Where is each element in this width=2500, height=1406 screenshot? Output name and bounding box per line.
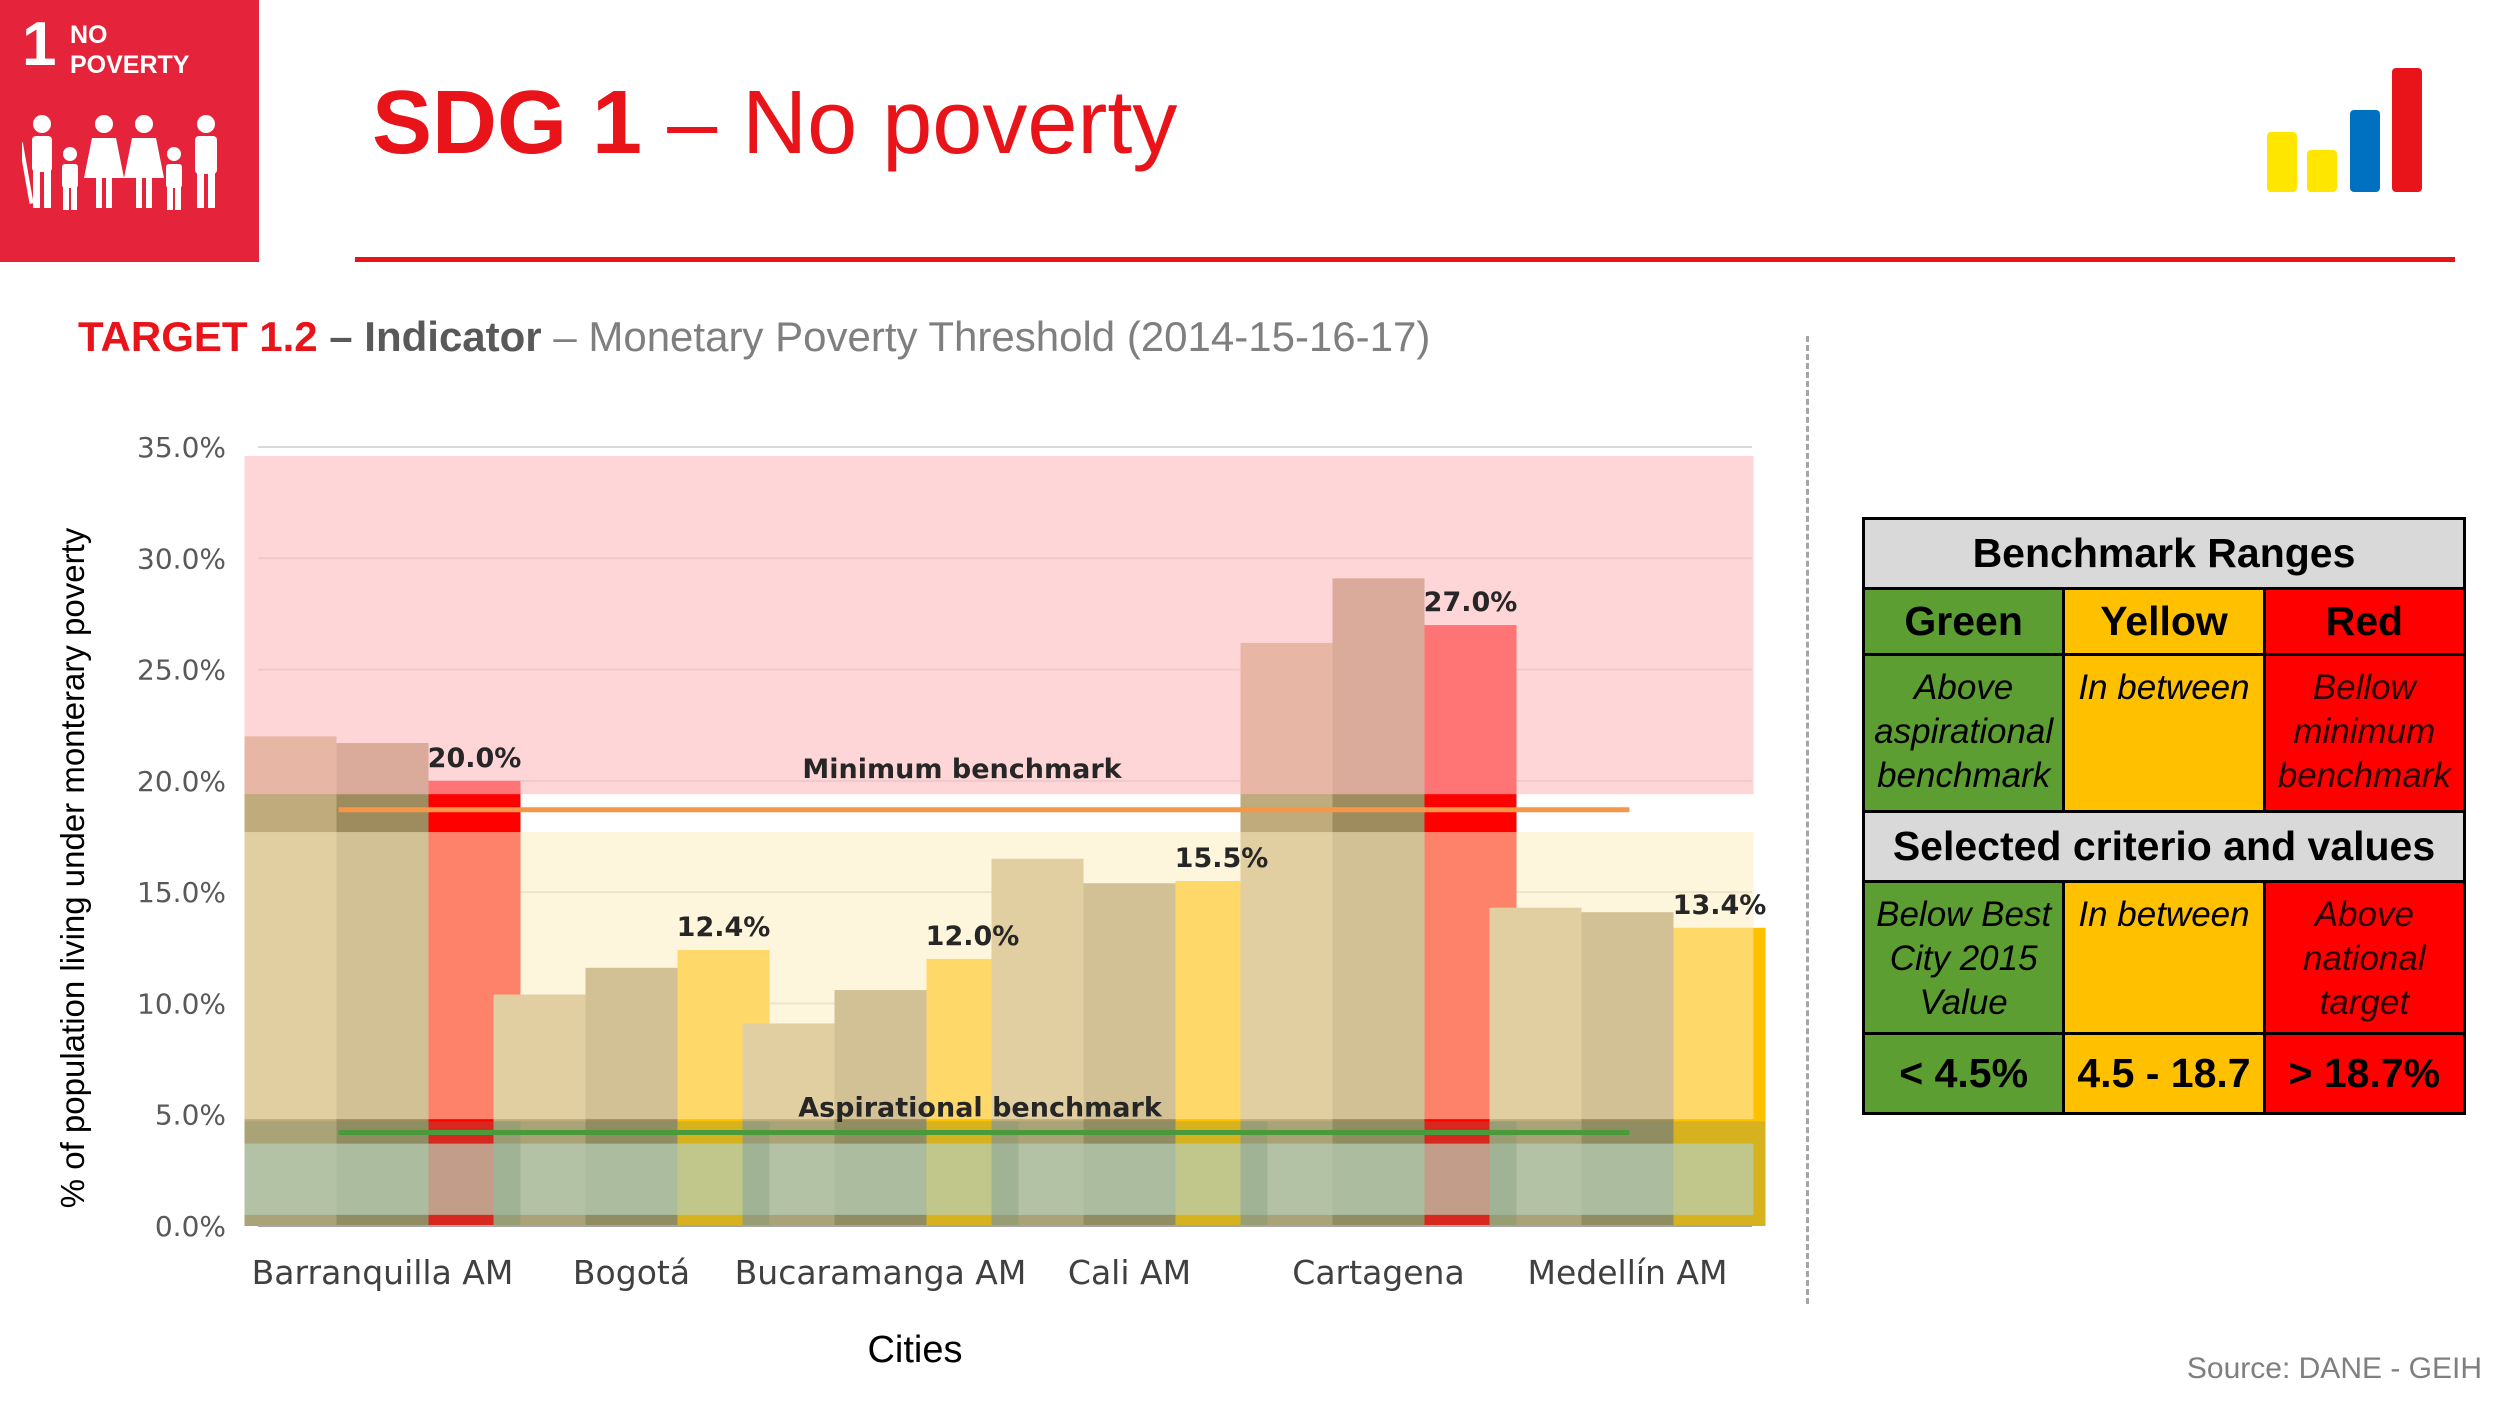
- bar-overlay: [244, 1121, 337, 1226]
- category-label: Barranquilla AM: [252, 1253, 514, 1292]
- bar-overlay: [677, 1121, 770, 1226]
- y-tick-label: 0.0%: [155, 1210, 226, 1243]
- y-tick-label: 25.0%: [137, 654, 226, 687]
- category-label: Cali AM: [1068, 1253, 1191, 1292]
- benchmark-band: [244, 832, 1754, 1120]
- source-note: Source: DANE - GEIH: [2186, 1352, 2482, 1385]
- data-label: 12.0%: [926, 921, 1020, 952]
- bar-overlay: [336, 1121, 429, 1226]
- data-label: 27.0%: [1424, 587, 1518, 618]
- benchmark-band: [244, 1143, 1754, 1215]
- column-yellow: Yellow: [2062, 587, 2266, 657]
- data-label: 12.4%: [677, 912, 771, 943]
- bar-overlay: [991, 1121, 1084, 1226]
- bar-overlay: [926, 1121, 1019, 1226]
- sdg-goal-number: 1: [22, 10, 57, 79]
- reference-line-label: Aspirational benchmark: [798, 1093, 1163, 1124]
- data-label: 15.5%: [1175, 843, 1269, 874]
- page-title: SDG 1 – No poverty: [372, 78, 1177, 168]
- value-red: > 18.7%: [2262, 1031, 2467, 1116]
- sdg-goal-name-line2: POVERTY: [70, 51, 190, 79]
- column-green: Green: [1861, 587, 2066, 657]
- subtitle-indicator: – Indicator: [317, 313, 542, 360]
- y-tick-label: 10.0%: [137, 987, 226, 1020]
- data-label: 13.4%: [1673, 890, 1767, 921]
- range-red: Bellow minimum benchmark: [2262, 653, 2467, 814]
- page-title-bold: SDG 1: [372, 73, 643, 173]
- bar-overlay: [1424, 1121, 1517, 1226]
- y-tick-label: 35.0%: [137, 431, 226, 464]
- indicator-subtitle: TARGET 1.2 – Indicator – Monetary Povert…: [78, 316, 1430, 358]
- x-axis-title: Cities: [867, 1329, 962, 1371]
- y-tick-label: 30.0%: [137, 542, 226, 575]
- sdg-goal-name: NO POVERTY: [70, 20, 230, 80]
- bar-overlay: [1175, 1121, 1268, 1226]
- bar-chart-logo-icon: [2267, 68, 2422, 192]
- bar-overlay: [1332, 1121, 1425, 1226]
- reference-line-label: Minimum benchmark: [802, 754, 1122, 785]
- category-label: Bogotá: [573, 1253, 690, 1292]
- range-yellow: In between: [2062, 653, 2266, 814]
- criteria-title: Selected criterio and values: [1862, 810, 2466, 884]
- column-red: Red: [2262, 587, 2467, 657]
- bar-overlay: [834, 1121, 927, 1226]
- bar-overlay: [742, 1121, 835, 1226]
- page-title-rest: – No poverty: [642, 73, 1178, 173]
- family-icon: [22, 115, 217, 210]
- subtitle-target: TARGET 1.2: [78, 313, 318, 360]
- bar-overlay: [1240, 1121, 1333, 1226]
- y-tick-label: 15.0%: [137, 876, 226, 909]
- section-divider: [1806, 336, 1809, 1304]
- benchmark-table: Benchmark Ranges Green Yellow Red Above …: [1861, 516, 2467, 1116]
- range-green: Above aspirational benchmark: [1861, 653, 2066, 814]
- sdg-goal-name-line1: NO: [70, 21, 108, 49]
- subtitle-description: – Monetary Poverty Threshold (2014-15-16…: [541, 313, 1431, 360]
- poverty-bar-chart: 0.0% 5.0% 10.0% 15.0% 20.0% 25.0% 30.0% 35.0% 20…: [54, 431, 1767, 1371]
- category-label: Medellín AM: [1528, 1253, 1728, 1292]
- value-green: < 4.5%: [1861, 1031, 2066, 1116]
- criterion-red: Above national target: [2262, 880, 2467, 1035]
- bar-overlay: [1083, 1121, 1176, 1226]
- value-yellow: 4.5 - 18.7: [2062, 1031, 2266, 1116]
- category-label: Bucaramanga AM: [735, 1253, 1027, 1292]
- bar-overlay: [1673, 1121, 1766, 1226]
- benchmark-band: [244, 455, 1754, 795]
- bar-overlay: [1489, 1121, 1582, 1226]
- criterion-green: Below Best City 2015 Value: [1861, 880, 2066, 1035]
- criterion-yellow: In between: [2062, 880, 2266, 1035]
- bar-overlay: [493, 1121, 586, 1226]
- bar-overlay: [1581, 1121, 1674, 1226]
- y-tick-label: 20.0%: [137, 765, 226, 798]
- data-label: 20.0%: [428, 743, 522, 774]
- bar-overlay: [428, 1121, 521, 1226]
- y-axis-title: % of population living under monterary p…: [54, 527, 91, 1208]
- bar-overlay: [585, 1121, 678, 1226]
- header-rule: [355, 257, 2455, 262]
- y-tick-label: 5.0%: [155, 1099, 226, 1132]
- category-label: Cartagena: [1292, 1253, 1464, 1292]
- benchmark-ranges-title: Benchmark Ranges: [1862, 516, 2466, 591]
